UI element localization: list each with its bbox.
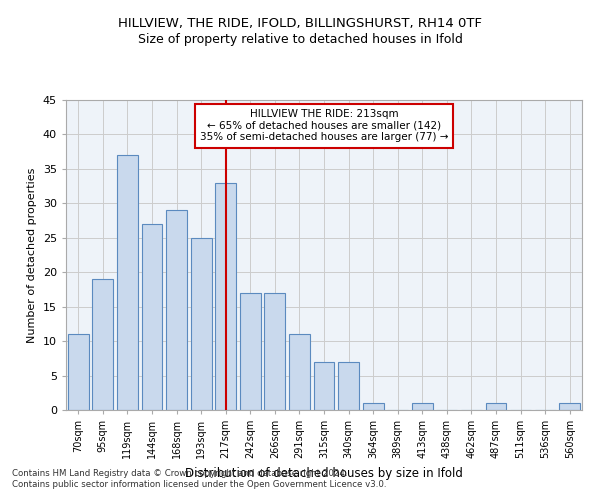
Bar [191,238,212,410]
Bar [338,362,359,410]
Bar [559,403,580,410]
Bar [166,210,187,410]
Bar [117,155,138,410]
Bar [265,293,286,410]
Bar [215,182,236,410]
Y-axis label: Number of detached properties: Number of detached properties [27,168,37,342]
Bar [142,224,163,410]
Text: HILLVIEW THE RIDE: 213sqm
← 65% of detached houses are smaller (142)
35% of semi: HILLVIEW THE RIDE: 213sqm ← 65% of detac… [200,110,448,142]
Text: HILLVIEW, THE RIDE, IFOLD, BILLINGSHURST, RH14 0TF: HILLVIEW, THE RIDE, IFOLD, BILLINGSHURST… [118,18,482,30]
Text: Size of property relative to detached houses in Ifold: Size of property relative to detached ho… [137,32,463,46]
Bar [289,334,310,410]
Bar [68,334,89,410]
Bar [314,362,334,410]
Bar [240,293,261,410]
Bar [412,403,433,410]
Bar [92,279,113,410]
X-axis label: Distribution of detached houses by size in Ifold: Distribution of detached houses by size … [185,466,463,479]
Bar [485,403,506,410]
Text: Contains HM Land Registry data © Crown copyright and database right 2024.: Contains HM Land Registry data © Crown c… [12,468,347,477]
Text: Contains public sector information licensed under the Open Government Licence v3: Contains public sector information licen… [12,480,386,489]
Bar [362,403,383,410]
